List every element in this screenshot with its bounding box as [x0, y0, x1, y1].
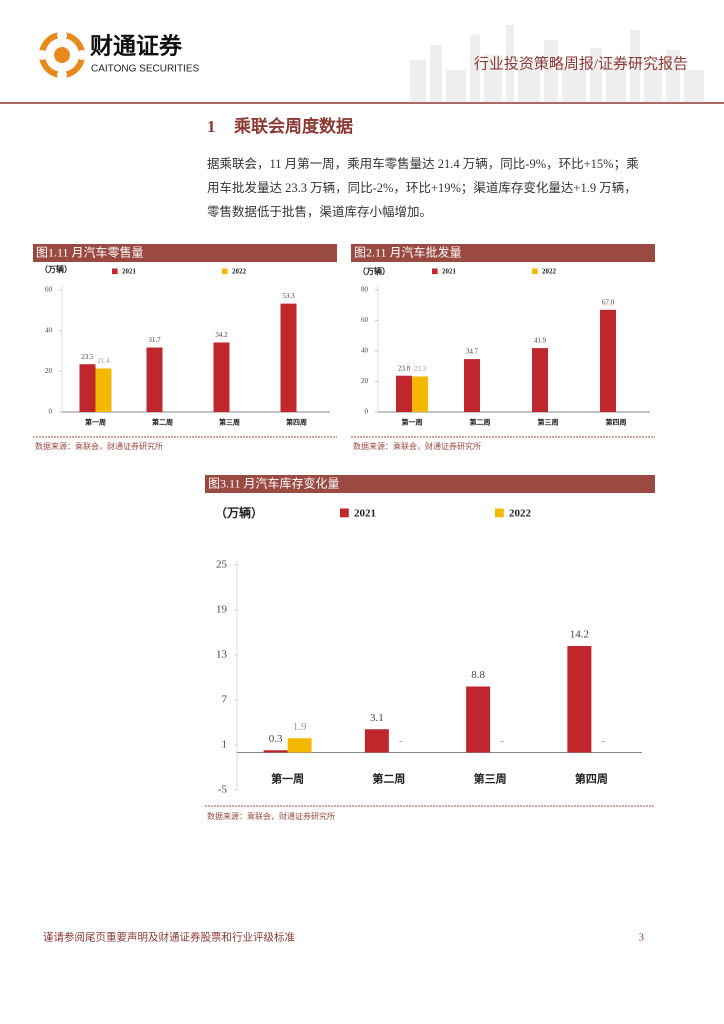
legend-marker	[340, 508, 349, 518]
y-tick-label: -5	[218, 784, 228, 796]
x-tick-label: 第四周	[286, 418, 307, 427]
chart-source: 数据来源：乘联会，财通证券研究所	[35, 441, 163, 451]
bar	[146, 347, 163, 412]
y-tick-label: 0	[49, 408, 53, 416]
x-tick-label: 第二周	[372, 772, 405, 786]
x-tick-label: 第四周	[575, 772, 608, 786]
bar	[532, 348, 548, 412]
y-tick-label: 20	[45, 367, 53, 375]
chart-title: 图3.11 月汽车库存变化量	[208, 475, 340, 490]
y-tick-label: 7	[222, 694, 228, 706]
y-axis-label: （万辆）	[40, 264, 72, 274]
x-tick-label: 第二周	[470, 418, 491, 427]
chart-title: 图2.11 月汽车批发量	[354, 244, 462, 259]
legend-label: 2021	[354, 508, 376, 520]
chart-title-bar	[351, 244, 655, 262]
report-type: 行业投资策略周报/证券研究报告	[474, 55, 688, 72]
legend-label: 2022	[509, 508, 532, 520]
x-tick-label: 第四周	[606, 418, 627, 427]
section-number: 1	[207, 117, 216, 136]
data-label: 14.2	[570, 629, 589, 641]
data-label: -	[602, 735, 606, 747]
legend-marker	[495, 508, 504, 518]
brand-en: CAITONG SECURITIES	[91, 64, 199, 75]
data-label: -	[500, 735, 504, 747]
y-tick-label: 80	[361, 286, 369, 294]
logo	[37, 30, 87, 80]
legend-marker	[432, 268, 438, 275]
data-label: 67.0	[602, 298, 615, 306]
data-label: 3.1	[370, 712, 384, 724]
y-tick-label: 13	[216, 649, 228, 661]
bar	[567, 646, 592, 753]
bar	[79, 364, 96, 412]
y-tick-label: 60	[45, 286, 53, 294]
bar	[263, 750, 288, 753]
legend-marker	[112, 268, 118, 275]
paragraph-line: 零售数据低于批售，渠道库存小幅增加。	[207, 204, 432, 219]
paragraph-line: 据乘联会，11 月第一周，乘用车零售量达 21.4 万辆，同比-9%，环比+15…	[207, 156, 639, 171]
y-axis-label: （万辆）	[215, 505, 263, 520]
data-label: 41.9	[534, 337, 547, 345]
x-tick-label: 第三周	[538, 418, 559, 427]
data-label: 53.3	[282, 292, 295, 300]
legend-label: 2021	[442, 268, 457, 276]
data-label: 0.3	[269, 733, 283, 745]
y-tick-label: 19	[216, 604, 228, 616]
footer-disclaimer: 谨请参阅尾页重要声明及财通证券股票和行业评级标准	[43, 930, 295, 943]
legend-marker	[222, 268, 228, 275]
bar	[213, 342, 230, 412]
page-number: 3	[639, 932, 644, 943]
data-label: 23.8	[398, 364, 411, 372]
section-heading: 乘联会周度数据	[233, 116, 353, 136]
data-label: 1.9	[293, 721, 307, 733]
bar	[466, 686, 491, 753]
bar	[280, 303, 297, 412]
bar	[95, 368, 112, 412]
y-axis-label: （万辆）	[358, 266, 390, 276]
chart-source: 数据来源：乘联会，财通证券研究所	[353, 441, 481, 451]
data-label: 34.7	[466, 348, 479, 356]
y-tick-label: 40	[361, 347, 369, 355]
skyline	[410, 25, 704, 102]
x-tick-label: 第一周	[85, 418, 106, 427]
data-label: 23.5	[81, 353, 94, 361]
chart-title: 图1.11 月汽车零售量	[36, 244, 144, 259]
y-tick-label: 40	[45, 326, 53, 334]
data-label: 31.7	[148, 336, 161, 344]
x-tick-label: 第二周	[152, 418, 173, 427]
brand-cn: 财通证券	[90, 32, 183, 58]
data-label: 8.8	[471, 669, 485, 681]
y-tick-label: 60	[361, 316, 369, 324]
legend-label: 2022	[542, 268, 557, 276]
y-tick-label: 20	[361, 377, 369, 385]
chart-source: 数据来源：乘联会，财通证券研究所	[207, 811, 335, 821]
bar	[464, 359, 480, 412]
x-tick-label: 第一周	[271, 772, 304, 786]
y-tick-label: 25	[216, 559, 228, 571]
y-tick-label: 0	[365, 408, 369, 416]
legend-label: 2022	[232, 268, 247, 276]
data-label: 21.4	[97, 357, 110, 365]
data-label: 34.2	[215, 331, 228, 339]
chart-title-bar	[33, 244, 337, 262]
bar	[600, 309, 616, 412]
x-tick-label: 第三周	[474, 772, 507, 786]
bar	[287, 738, 312, 753]
y-tick-label: 1	[222, 739, 228, 751]
data-label: -	[399, 735, 403, 747]
data-label: 23.3	[414, 365, 427, 373]
legend-marker	[532, 268, 538, 275]
paragraph-line: 用车批发量达 23.3 万辆，同比-2%，环比+19%；渠道库存变化量达+1.9…	[207, 180, 637, 195]
legend-label: 2021	[122, 268, 137, 276]
chart-title-bar	[205, 475, 655, 493]
bar	[412, 376, 428, 412]
bar	[396, 375, 412, 412]
bar	[364, 729, 389, 753]
x-tick-label: 第三周	[219, 418, 240, 427]
x-tick-label: 第一周	[402, 418, 423, 427]
